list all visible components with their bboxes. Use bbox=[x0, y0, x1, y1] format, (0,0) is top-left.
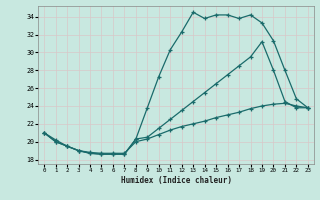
X-axis label: Humidex (Indice chaleur): Humidex (Indice chaleur) bbox=[121, 176, 231, 185]
